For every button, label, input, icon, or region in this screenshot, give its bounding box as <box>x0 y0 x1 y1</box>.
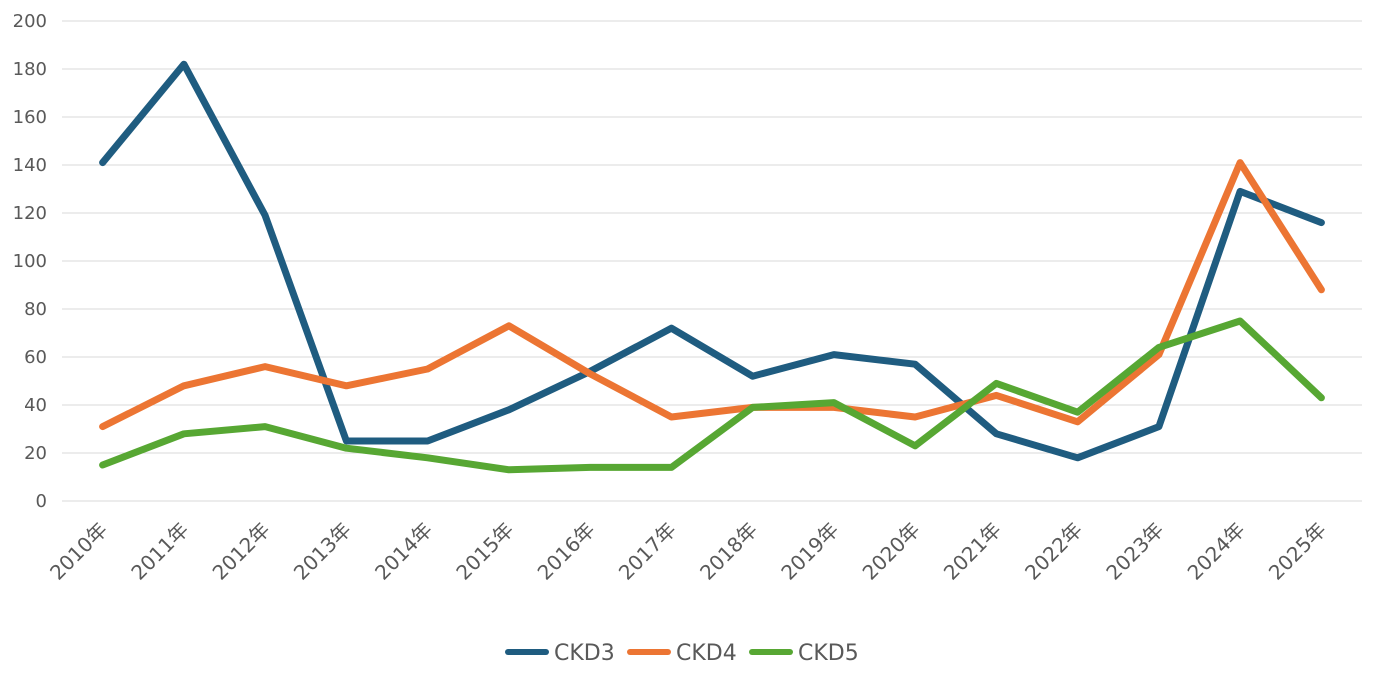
x-tick-label: 2018年 <box>695 518 762 585</box>
x-tick-label: 2024年 <box>1183 518 1250 585</box>
x-tick-label: 2015年 <box>451 518 518 585</box>
x-tick-label: 2013年 <box>289 518 356 585</box>
y-tick-label: 60 <box>24 347 47 368</box>
legend-label-ckd3: CKD3 <box>554 641 615 666</box>
series-lines <box>99 60 1325 474</box>
y-tick-label: 80 <box>24 299 47 320</box>
x-tick-label: 2012年 <box>208 518 275 585</box>
series-line-ckd3 <box>99 60 1325 462</box>
y-tick-label: 140 <box>13 155 47 176</box>
x-tick-label: 2020年 <box>858 518 925 585</box>
x-tick-label: 2019年 <box>776 518 843 585</box>
x-tick-label: 2010年 <box>45 518 112 585</box>
x-tick-label: 2011年 <box>126 518 193 585</box>
y-tick-label: 180 <box>13 59 47 80</box>
x-tick-label: 2023年 <box>1101 518 1168 585</box>
y-tick-label: 20 <box>24 443 47 464</box>
x-axis-ticks: 2010年 2011年 2012年 2013年 2014年 2015年 2016年 2017年… <box>45 518 1331 585</box>
y-tick-label: 40 <box>24 395 47 416</box>
x-tick-label: 2022年 <box>1020 518 1087 585</box>
y-tick-label: 0 <box>36 491 47 512</box>
series-line-ckd5 <box>99 317 1325 474</box>
x-tick-label: 2021年 <box>939 518 1006 585</box>
legend: CKD3 CKD4 CKD5 <box>505 641 859 666</box>
x-tick-label: 2014年 <box>370 518 437 585</box>
legend-label-ckd4: CKD4 <box>676 641 737 666</box>
x-tick-label: 2025年 <box>1264 518 1331 585</box>
x-tick-label: 2017年 <box>614 518 681 585</box>
x-tick-label: 2016年 <box>533 518 600 585</box>
legend-label-ckd5: CKD5 <box>798 641 859 666</box>
y-tick-label: 200 <box>13 11 47 32</box>
y-tick-label: 120 <box>13 203 47 224</box>
y-tick-label: 160 <box>13 107 47 128</box>
y-axis-ticks: 0 20 40 60 80 100 120 140 160 180 200 <box>13 11 47 512</box>
y-tick-label: 100 <box>13 251 47 272</box>
series-line-ckd4 <box>99 159 1325 431</box>
